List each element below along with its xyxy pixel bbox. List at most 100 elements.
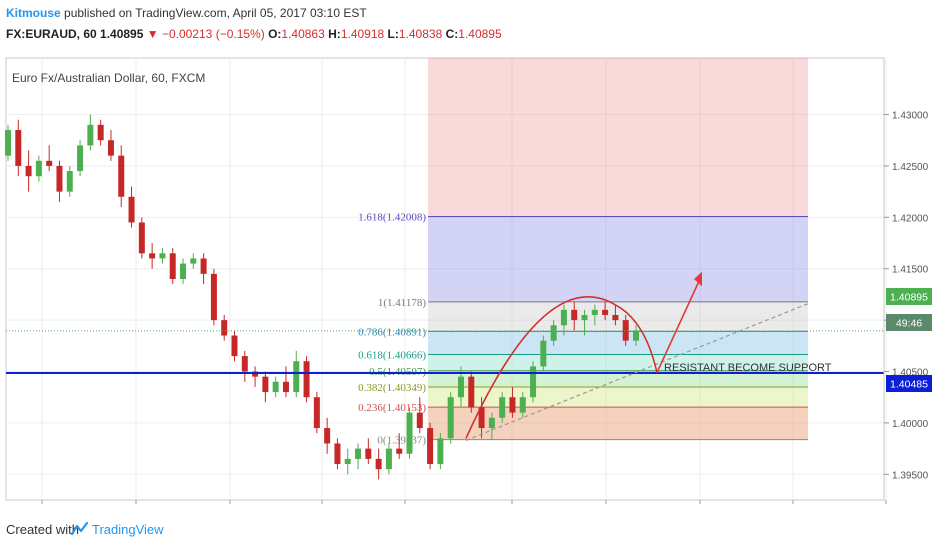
candle-body [571, 309, 578, 321]
candle-body [560, 309, 567, 326]
y-tick-label: 1.41500 [892, 265, 929, 276]
annotation-text: RESISTANT BECOME SUPPORT [664, 362, 832, 374]
arc-drawing [465, 296, 616, 439]
last-price-tag-label: 1.40895 [890, 292, 928, 304]
candle-body [509, 397, 516, 413]
high-value: 1.40918 [340, 27, 385, 41]
candle-body [313, 397, 320, 429]
fib-zone [428, 216, 808, 302]
candle-body [416, 412, 423, 429]
candle-body [602, 309, 609, 315]
fib-level-label: 0.786(1.40891) [358, 326, 426, 338]
candle-body [581, 314, 588, 321]
candle-body [437, 438, 444, 465]
candle-body [210, 273, 217, 321]
candle-body [375, 458, 382, 470]
candle-body [77, 145, 84, 172]
candle-body [97, 124, 104, 141]
candle-body [262, 376, 269, 393]
candles [5, 114, 639, 480]
fib-level-label: 0.5(1.40507) [369, 366, 426, 378]
line-price-tag [886, 375, 932, 392]
candle-body [396, 448, 403, 454]
candle-body [324, 428, 331, 444]
chart-title: Euro Fx/Australian Dollar, 60, FXCM [12, 71, 205, 85]
candle-body [427, 428, 434, 465]
candle-body [468, 376, 475, 408]
candle-body [365, 448, 372, 459]
symbol-info: FX:EURAUD, 60 1.40895 ▼ −0.00213 (−0.15%… [6, 27, 502, 41]
candle-body [633, 330, 639, 341]
candle-body [56, 165, 63, 192]
x-tick-label: 4 [509, 507, 515, 508]
fib-zone [428, 370, 808, 388]
candle-body [622, 320, 629, 341]
candle-body [159, 253, 166, 259]
fib-level-label: 0(1.39837) [377, 435, 426, 447]
candle-body [107, 140, 114, 156]
candle-body [499, 397, 506, 418]
fib-zone [428, 331, 808, 355]
candle-body [149, 253, 156, 259]
high-label: H: [328, 27, 341, 41]
candle-body [612, 314, 619, 321]
candle-body [46, 160, 53, 166]
tradingview-link[interactable]: TradingView [92, 522, 164, 537]
candle-body [334, 443, 341, 465]
candle-body [344, 458, 351, 465]
price-change: −0.00213 (−0.15%) [158, 27, 265, 41]
y-tick-label: 1.42000 [892, 213, 929, 224]
created-with-text: Created with [6, 522, 79, 537]
plot-frame [5, 57, 885, 501]
candle-body [447, 397, 454, 439]
published-text: published on TradingView.com, April 05, … [60, 6, 367, 20]
x-tick-label: 29 [130, 507, 142, 508]
symbol-label[interactable]: FX:EURAUD, 60 [6, 27, 97, 41]
candle-body [530, 366, 537, 398]
author-link[interactable]: Kitmouse [6, 6, 61, 20]
candle-body [221, 320, 228, 336]
fib-zone [428, 387, 808, 408]
fib-level-label: 0.236(1.40153) [358, 402, 426, 414]
candle-body [138, 222, 145, 254]
candle-body [25, 165, 32, 177]
x-tick-label: 1 [883, 507, 889, 508]
candle-body [519, 397, 526, 413]
low-label: L: [387, 27, 399, 41]
fibonacci-zones [428, 58, 808, 440]
footer: Created with TradingView [0, 508, 932, 550]
countdown-tag [886, 314, 932, 331]
countdown-tag-label: 49:46 [896, 318, 922, 330]
candle-body [200, 258, 207, 274]
candle-body [355, 448, 362, 459]
candle-body [169, 253, 176, 279]
grid [6, 58, 887, 500]
x-tick-label: 28 [36, 507, 48, 508]
candle-body [488, 417, 495, 429]
x-tick-label: 6 [697, 507, 703, 508]
last-price: 1.40895 [96, 27, 144, 41]
candle-body [87, 124, 94, 146]
fib-level-label: 0.382(1.40349) [358, 382, 426, 394]
fib-zone [428, 354, 808, 371]
candle-body [550, 325, 557, 341]
y-tick-label: 1.39500 [892, 470, 929, 481]
drawings [6, 271, 884, 441]
chart-header: Kitmouse published on TradingView.com, A… [0, 0, 932, 52]
x-tick-label: Apr [396, 507, 416, 508]
candle-body [406, 412, 413, 454]
candle-body [457, 376, 464, 398]
candle-body [190, 258, 197, 264]
price-chart[interactable]: 1.618(1.42008) 1(1.41178) 0.786(1.40891) 0.… [0, 52, 932, 508]
time-axis[interactable]: 28 29 30 31 Apr 4 5 6 7 1 [36, 500, 889, 508]
candle-body [231, 335, 238, 357]
candle-body [241, 356, 248, 372]
fib-level-label: 0.618(1.40666) [358, 349, 426, 361]
price-tags: 1.40895 49:46 1.40485 [886, 288, 932, 392]
open-label: O: [268, 27, 282, 41]
candle-body [303, 361, 310, 398]
candle-body [478, 407, 485, 429]
close-label: C: [445, 27, 459, 41]
y-tick-label: 1.40000 [892, 419, 929, 430]
x-tick-label: 5 [603, 507, 609, 508]
